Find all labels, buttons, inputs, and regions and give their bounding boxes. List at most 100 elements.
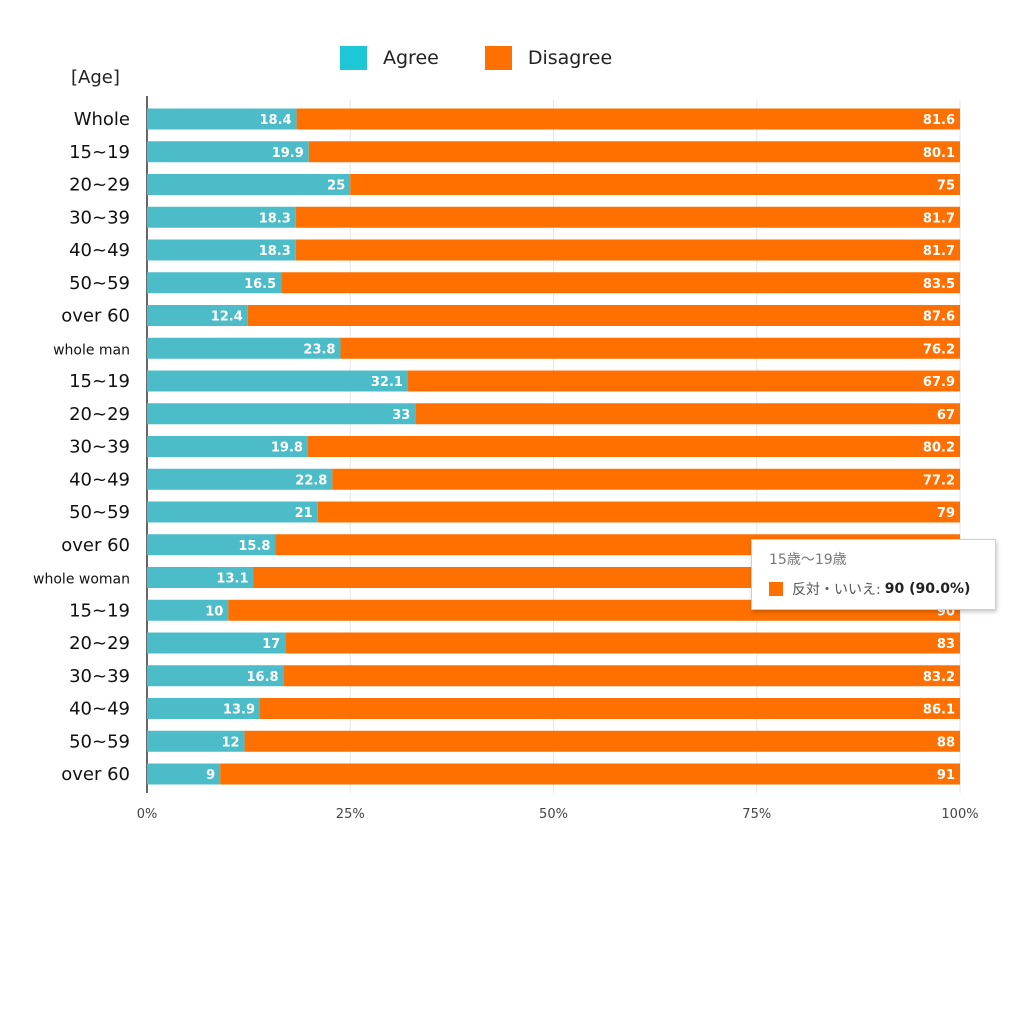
- bar-disagree: [350, 174, 960, 195]
- legend-swatch-disagree: [484, 46, 512, 70]
- data-label-agree: 13.9: [223, 703, 255, 718]
- category-label: 30~39: [69, 207, 130, 228]
- data-label-agree: 18.4: [260, 113, 292, 128]
- category-label: 15~19: [69, 371, 130, 392]
- bar-disagree: [220, 763, 961, 785]
- legend: Agree Disagree: [340, 46, 658, 70]
- x-tick-label: 50%: [539, 807, 568, 822]
- category-label: whole woman: [33, 572, 130, 588]
- bar-disagree: [260, 698, 961, 719]
- bar-disagree: [307, 436, 960, 457]
- data-label-agree: 25: [327, 179, 345, 194]
- data-label-agree: 22.8: [295, 473, 327, 488]
- tooltip: 15歳〜19歳 反対・いいえ: 90 (90.0%): [751, 539, 996, 610]
- bar-agree: [147, 370, 408, 392]
- data-label-agree: 16.8: [247, 670, 279, 685]
- bar-disagree: [295, 206, 960, 228]
- data-label-disagree: 67.9: [923, 375, 955, 390]
- data-label-disagree: 81.7: [923, 244, 955, 259]
- x-tick-label: 25%: [336, 807, 365, 822]
- tooltip-value: 90 (90.0%): [884, 581, 971, 597]
- data-label-agree: 10: [205, 604, 223, 619]
- category-label: 20~29: [69, 404, 130, 425]
- data-label-disagree: 75: [937, 179, 955, 194]
- tooltip-title: 15歳〜19歳: [769, 552, 847, 568]
- data-label-agree: 18.3: [259, 211, 291, 226]
- data-label-agree: 33: [392, 408, 410, 423]
- data-label-disagree: 80.1: [923, 146, 955, 161]
- data-label-disagree: 87.6: [923, 310, 955, 325]
- category-label: whole man: [53, 342, 130, 358]
- data-label-agree: 16.5: [244, 277, 276, 292]
- category-label: 20~29: [69, 175, 130, 196]
- category-label: Whole: [74, 109, 130, 130]
- bar-agree: [147, 272, 282, 294]
- data-label-disagree: 88: [937, 735, 955, 750]
- bar-disagree: [332, 468, 960, 490]
- bar-agree: [147, 730, 245, 752]
- data-label-agree: 13.1: [216, 572, 248, 587]
- data-label-disagree: 79: [937, 506, 955, 521]
- tooltip-row: 反対・いいえ: 90 (90.0%): [769, 579, 995, 599]
- data-label-agree: 12: [221, 735, 239, 750]
- bar-agree: [147, 206, 296, 228]
- bar-agree: [147, 632, 286, 654]
- bar-agree: [147, 436, 308, 457]
- legend-label-agree: Agree: [383, 47, 439, 69]
- category-label: over 60: [61, 306, 130, 327]
- bar-agree: [147, 468, 333, 490]
- data-label-disagree: 91: [937, 768, 955, 783]
- category-label: 30~39: [69, 666, 130, 687]
- data-label-disagree: 80.2: [923, 441, 955, 456]
- category-label: 30~39: [69, 437, 130, 458]
- bar-disagree: [283, 665, 961, 687]
- bar-agree: [147, 108, 297, 130]
- data-label-disagree: 81.6: [923, 113, 955, 128]
- bar-agree: [147, 403, 416, 425]
- bar-agree: [147, 763, 221, 785]
- bar-disagree: [340, 337, 960, 359]
- x-tick-label: 75%: [742, 807, 771, 822]
- data-label-agree: 21: [295, 506, 313, 521]
- legend-item-disagree[interactable]: Disagree: [484, 46, 612, 70]
- bar-disagree: [308, 141, 960, 163]
- bar-agree: [147, 141, 309, 163]
- bar-agree: [147, 599, 229, 621]
- category-label: 50~59: [69, 731, 130, 752]
- data-label-disagree: 81.7: [923, 211, 955, 226]
- data-label-agree: 17: [262, 637, 280, 652]
- data-label-agree: 15.8: [238, 539, 270, 554]
- data-label-agree: 19.8: [271, 441, 303, 456]
- data-label-disagree: 86.1: [923, 703, 955, 718]
- data-label-disagree: 83: [937, 637, 955, 652]
- bar-agree: [147, 501, 318, 523]
- category-label: 50~59: [69, 273, 130, 294]
- category-label: 15~19: [69, 142, 130, 163]
- category-label: 40~49: [69, 469, 130, 490]
- bar-agree: [147, 305, 248, 326]
- y-axis-title: [Age]: [71, 67, 120, 88]
- data-label-agree: 19.9: [272, 146, 304, 161]
- bar-disagree: [285, 632, 961, 654]
- bar-agree: [147, 337, 341, 359]
- bar-disagree: [415, 403, 960, 425]
- bar-agree: [147, 567, 254, 588]
- category-label: 40~49: [69, 240, 130, 261]
- data-label-disagree: 83.5: [923, 277, 955, 292]
- bar-disagree: [281, 272, 960, 294]
- bar-agree: [147, 534, 276, 556]
- data-label-disagree: 83.2: [923, 670, 955, 685]
- x-tick-label: 100%: [941, 807, 978, 822]
- data-label-agree: 9: [206, 768, 215, 783]
- data-label-disagree: 77.2: [923, 473, 955, 488]
- bar-disagree: [296, 108, 960, 130]
- data-label-agree: 12.4: [211, 310, 243, 325]
- bar-agree: [147, 665, 284, 687]
- legend-swatch-agree: [340, 46, 367, 70]
- data-label-agree: 18.3: [259, 244, 291, 259]
- data-label-agree: 32.1: [371, 375, 403, 390]
- legend-item-agree[interactable]: Agree: [340, 46, 439, 70]
- category-label: 50~59: [69, 502, 130, 523]
- bar-disagree: [295, 239, 960, 261]
